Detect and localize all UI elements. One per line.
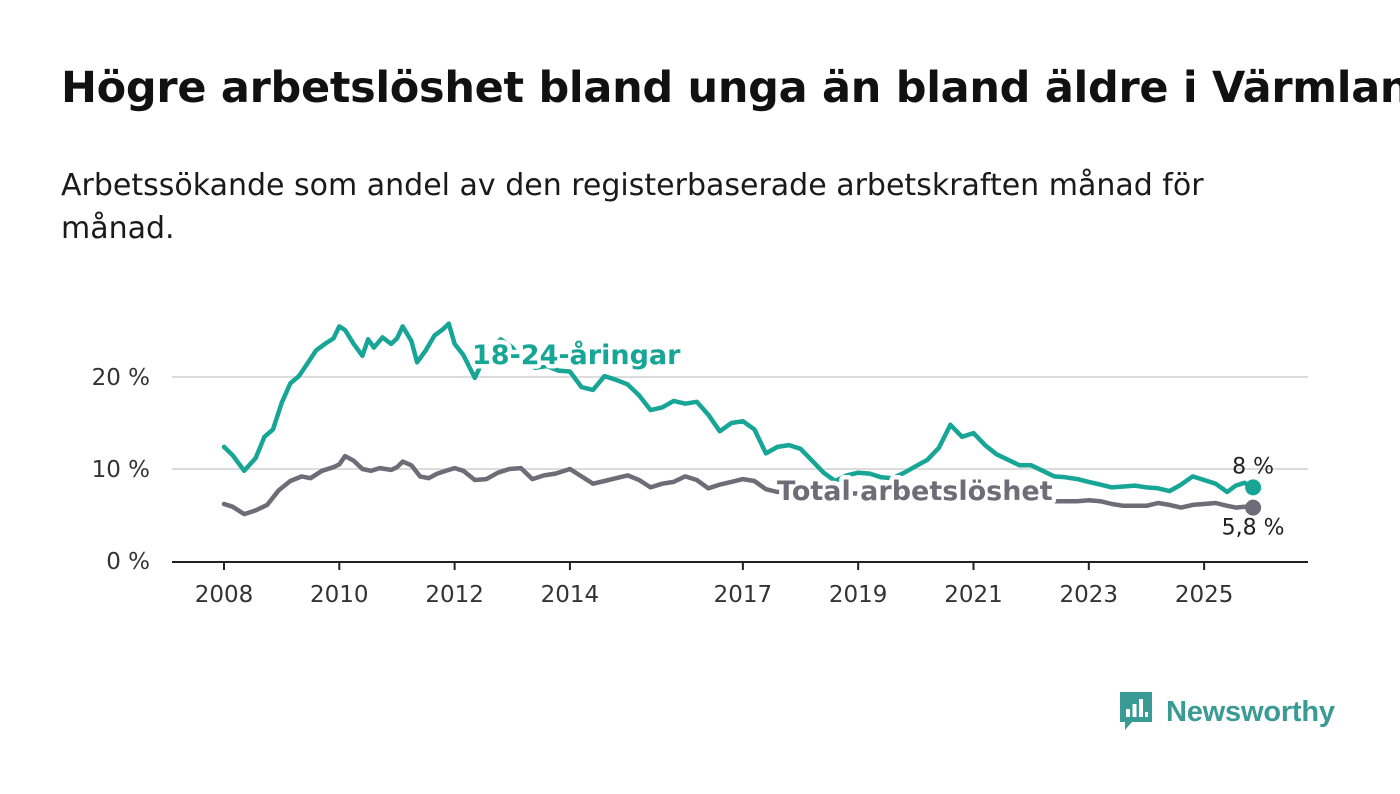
chart-subtitle: Arbetssökande som andel av den registerb… xyxy=(61,168,1204,246)
end-point-youth xyxy=(1245,479,1262,496)
series-lines xyxy=(221,321,1262,517)
newsworthy-logo: Newsworthy xyxy=(1118,690,1335,734)
y-tick-label: 20 % xyxy=(92,365,150,391)
series-label-youth-halo: 18-24-åringar xyxy=(472,339,681,371)
x-tick-label: 2010 xyxy=(310,582,369,608)
series-line-youth xyxy=(221,321,1256,495)
x-tick-label: 2021 xyxy=(944,582,1003,608)
x-tick-label: 2014 xyxy=(541,582,600,608)
chart-title: Högre arbetslöshet bland unga än bland ä… xyxy=(61,63,1400,113)
y-axis-ticks: 0 % 10 % 20 % xyxy=(92,365,150,575)
series-label-youth: 18-24-åringar xyxy=(472,339,681,371)
grid-lines xyxy=(172,376,1308,563)
series-labels: 8 %5,8 %18-24-åringar18-24-åringarTotal … xyxy=(468,335,1285,541)
x-axis-ticks: 2008 2010 2012 2014 2017 2019 2021 2023 2025 xyxy=(195,563,1234,608)
series-line-total xyxy=(221,453,1256,517)
x-tick-label: 2025 xyxy=(1175,582,1234,608)
y-tick-label: 0 % xyxy=(106,549,150,575)
series-label-total-halo: Total arbetslöshet xyxy=(777,476,1053,507)
x-tick-label: 2023 xyxy=(1060,582,1119,608)
x-tick-label: 2012 xyxy=(425,582,484,608)
x-tick-label: 2008 xyxy=(195,582,254,608)
x-tick-label: 2019 xyxy=(829,582,888,608)
end-label-total: 5,8 % xyxy=(1222,516,1285,541)
bar-chart-speech-bubble-icon xyxy=(1120,692,1152,730)
end-label-youth: 8 % xyxy=(1232,454,1274,479)
end-point-total xyxy=(1245,499,1262,516)
x-tick-label: 2017 xyxy=(714,582,773,608)
y-tick-label: 10 % xyxy=(92,457,150,483)
series-label-total: Total arbetslöshet xyxy=(777,476,1053,507)
brand-name: Newsworthy xyxy=(1166,695,1335,728)
